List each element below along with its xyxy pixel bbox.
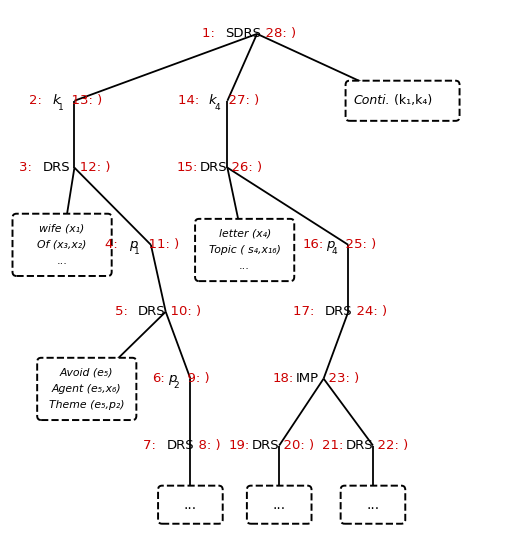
Text: 13: ): 13: ): [63, 94, 102, 107]
Text: letter (x₄): letter (x₄): [218, 229, 271, 239]
Text: 4: 4: [332, 247, 337, 256]
Text: 10: ): 10: ): [162, 305, 201, 318]
Text: 11: ): 11: ): [140, 239, 179, 251]
Text: Of (x₃,x₂): Of (x₃,x₂): [38, 240, 87, 250]
Text: DRS: DRS: [325, 305, 353, 318]
Text: 1:: 1:: [202, 27, 219, 40]
Text: 2: 2: [174, 381, 179, 390]
Text: DRS: DRS: [138, 305, 166, 318]
Text: DRS: DRS: [200, 161, 228, 174]
Text: p: p: [168, 372, 176, 385]
Text: k: k: [52, 94, 60, 107]
Text: DRS: DRS: [43, 161, 70, 174]
FancyBboxPatch shape: [345, 81, 460, 121]
Text: DRS: DRS: [167, 439, 194, 452]
Text: (k₁,k₄): (k₁,k₄): [390, 94, 432, 107]
Text: k: k: [209, 94, 216, 107]
Text: wife (x₁): wife (x₁): [40, 224, 85, 234]
Text: 18:: 18:: [272, 372, 294, 385]
Text: 12: ): 12: ): [67, 161, 110, 174]
Text: 22: ): 22: ): [369, 439, 408, 452]
Text: 2:: 2:: [29, 94, 46, 107]
Text: DRS: DRS: [345, 439, 373, 452]
Text: 20: ): 20: ): [276, 439, 315, 452]
FancyBboxPatch shape: [158, 486, 223, 524]
Text: Conti.: Conti.: [354, 94, 390, 107]
Text: 28: ): 28: ): [257, 27, 296, 40]
Text: 3:: 3:: [20, 161, 36, 174]
Text: 4:: 4:: [105, 239, 122, 251]
Text: 9: ): 9: ): [179, 372, 210, 385]
Text: 16:: 16:: [302, 239, 324, 251]
Text: 8: ): 8: ): [190, 439, 221, 452]
Text: IMP: IMP: [296, 372, 319, 385]
Text: 7:: 7:: [143, 439, 160, 452]
Text: 23: ): 23: ): [320, 372, 359, 385]
Text: 5:: 5:: [115, 305, 132, 318]
Text: 17:: 17:: [293, 305, 319, 318]
Text: Topic ( s₄,x₁₆): Topic ( s₄,x₁₆): [209, 245, 281, 255]
Text: 6:: 6:: [152, 372, 165, 385]
FancyBboxPatch shape: [341, 486, 405, 524]
Text: 24: ): 24: ): [348, 305, 388, 318]
FancyBboxPatch shape: [247, 486, 311, 524]
Text: p: p: [128, 239, 137, 251]
Text: 19:: 19:: [228, 439, 249, 452]
Text: Agent (e₅,x₆): Agent (e₅,x₆): [52, 384, 122, 394]
Text: ...: ...: [57, 256, 67, 266]
Text: 1: 1: [134, 247, 140, 256]
Text: 4: 4: [215, 103, 221, 112]
Text: Theme (e₅,p₂): Theme (e₅,p₂): [49, 400, 124, 410]
Text: SDRS: SDRS: [226, 27, 262, 40]
FancyBboxPatch shape: [37, 358, 136, 420]
FancyBboxPatch shape: [12, 214, 112, 276]
Text: 21:: 21:: [322, 439, 343, 452]
Text: ...: ...: [366, 498, 379, 512]
Text: Avoid (e₅): Avoid (e₅): [60, 368, 114, 377]
Text: ...: ...: [184, 498, 197, 512]
Text: 27: ): 27: ): [220, 94, 259, 107]
Text: ...: ...: [272, 498, 286, 512]
Text: 26: ): 26: ): [224, 161, 263, 174]
Text: 14:: 14:: [177, 94, 203, 107]
Text: DRS: DRS: [252, 439, 279, 452]
Text: 25: ): 25: ): [337, 239, 376, 251]
Text: ...: ...: [239, 262, 250, 271]
Text: 1: 1: [58, 103, 64, 112]
FancyBboxPatch shape: [195, 219, 294, 281]
Text: p: p: [326, 239, 334, 251]
Text: 15:: 15:: [176, 161, 198, 174]
